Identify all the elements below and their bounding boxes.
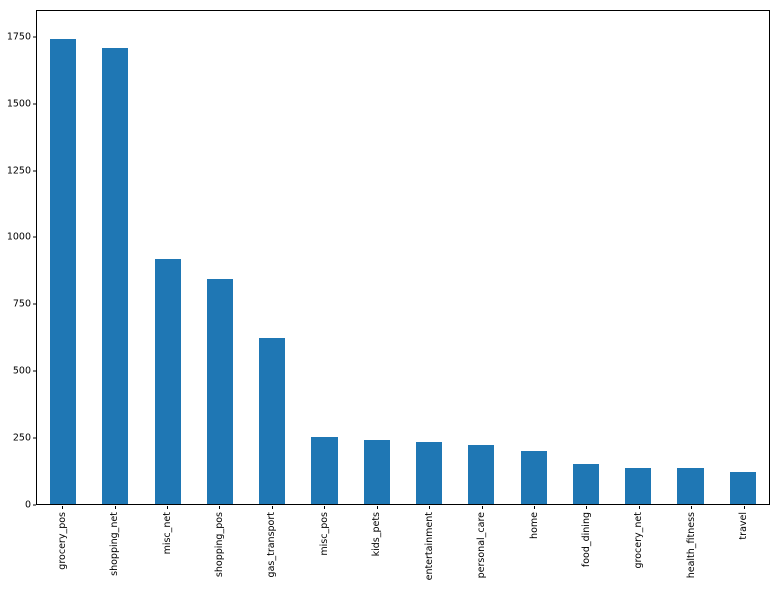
- x-tick-mark: [271, 506, 273, 509]
- x-tick: kids_pets: [351, 506, 403, 589]
- x-tick-mark: [481, 506, 483, 509]
- x-tick-mark: [638, 506, 640, 509]
- bar-misc_pos: [311, 436, 338, 504]
- x-tick-mark: [691, 506, 693, 509]
- bar-gas_transport: [259, 338, 286, 504]
- bar-entertainment: [416, 441, 443, 504]
- y-axis: 0 250 500 750 1000 1250 1500 1750: [0, 10, 36, 511]
- y-tick-mark: [33, 303, 36, 305]
- y-tick-mark: [33, 170, 36, 172]
- x-tick: shopping_net: [88, 506, 140, 589]
- x-tick-mark: [219, 506, 221, 509]
- bar-slot: [37, 11, 89, 504]
- x-tick-label-shopping_net: shopping_net: [109, 512, 121, 576]
- bars-container: [37, 11, 769, 504]
- y-tick: 1000: [7, 232, 36, 243]
- x-tick: entertainment: [403, 506, 455, 589]
- x-tick-mark: [743, 506, 745, 509]
- bar-slot: [298, 11, 350, 504]
- y-tick-label: 1250: [6, 165, 31, 177]
- x-tick-label-health_fitness: health_fitness: [685, 512, 697, 579]
- plot-area: [36, 10, 770, 505]
- bar-slot: [717, 11, 769, 504]
- y-tick: 1250: [7, 165, 36, 176]
- bar-slot: [351, 11, 403, 504]
- y-tick-mark: [33, 370, 36, 372]
- x-tick-mark: [429, 506, 431, 509]
- y-tick: 500: [13, 366, 36, 377]
- bar-slot: [403, 11, 455, 504]
- y-tick-mark: [33, 36, 36, 38]
- y-tick-label: 1000: [6, 231, 31, 243]
- y-tick-label: 500: [12, 365, 31, 377]
- x-tick: personal_care: [455, 506, 507, 589]
- x-tick-label-travel: travel: [738, 512, 750, 540]
- x-tick-label-misc_pos: misc_pos: [318, 512, 330, 556]
- bar-slot: [194, 11, 246, 504]
- bar-grocery_pos: [50, 38, 77, 504]
- bar-slot: [508, 11, 560, 504]
- x-tick-label-kids_pets: kids_pets: [371, 512, 383, 557]
- x-tick-mark: [114, 506, 116, 509]
- x-tick-label-food_dining: food_dining: [580, 512, 592, 568]
- y-tick-label: 1500: [6, 98, 31, 110]
- x-tick: misc_net: [141, 506, 193, 589]
- x-tick: grocery_net: [613, 506, 665, 589]
- bar-slot: [89, 11, 141, 504]
- bar-slot: [664, 11, 716, 504]
- x-tick-mark: [167, 506, 169, 509]
- x-tick-label-grocery_pos: grocery_pos: [56, 512, 68, 570]
- y-tick: 0: [25, 500, 36, 511]
- y-tick-mark: [33, 236, 36, 238]
- x-tick-label-personal_care: personal_care: [476, 512, 488, 579]
- y-tick: 750: [13, 299, 36, 310]
- x-tick-mark: [62, 506, 64, 509]
- bar-misc_net: [154, 259, 181, 504]
- y-tick-label: 0: [24, 499, 31, 511]
- x-tick: shopping_pos: [193, 506, 245, 589]
- y-tick-label: 1750: [6, 31, 31, 43]
- bar-health_fitness: [677, 468, 704, 504]
- y-tick: 1500: [7, 98, 36, 109]
- bar-kids_pets: [363, 440, 390, 504]
- x-tick-mark: [324, 506, 326, 509]
- x-tick-label-shopping_pos: shopping_pos: [213, 512, 225, 578]
- x-tick-label-entertainment: entertainment: [423, 512, 435, 581]
- bar-slot: [455, 11, 507, 504]
- bar-grocery_net: [625, 467, 652, 504]
- x-tick: grocery_pos: [36, 506, 88, 589]
- y-tick-label: 750: [12, 298, 31, 310]
- bar-personal_care: [468, 445, 495, 504]
- bar-food_dining: [572, 463, 600, 504]
- bar-shopping_pos: [206, 278, 234, 504]
- x-tick: home: [508, 506, 560, 589]
- x-tick: food_dining: [560, 506, 612, 589]
- x-tick-mark: [586, 506, 588, 509]
- y-tick-mark: [33, 103, 36, 105]
- x-tick-label-gas_transport: gas_transport: [266, 512, 278, 578]
- x-tick: travel: [717, 506, 769, 589]
- bar-shopping_net: [102, 47, 129, 504]
- x-tick: misc_pos: [298, 506, 350, 589]
- y-tick: 250: [13, 433, 36, 444]
- bar-slot: [560, 11, 612, 504]
- x-axis: grocery_pos shopping_net misc_net shopping_…: [36, 506, 770, 589]
- y-tick-mark: [33, 504, 36, 506]
- x-tick: health_fitness: [665, 506, 717, 589]
- x-tick-mark: [376, 506, 378, 509]
- y-tick-mark: [33, 437, 36, 439]
- x-tick-mark: [534, 506, 535, 509]
- y-tick-label: 250: [12, 432, 31, 444]
- bar-slot: [142, 11, 194, 504]
- x-tick: gas_transport: [246, 506, 298, 589]
- x-tick-label-home: home: [528, 512, 540, 539]
- bar-travel: [729, 472, 756, 504]
- x-tick-label-grocery_net: grocery_net: [633, 512, 645, 569]
- x-tick-label-misc_net: misc_net: [161, 512, 173, 555]
- bar-slot: [246, 11, 298, 504]
- bar-home: [520, 450, 547, 504]
- y-tick: 1750: [7, 31, 36, 42]
- bar-slot: [612, 11, 664, 504]
